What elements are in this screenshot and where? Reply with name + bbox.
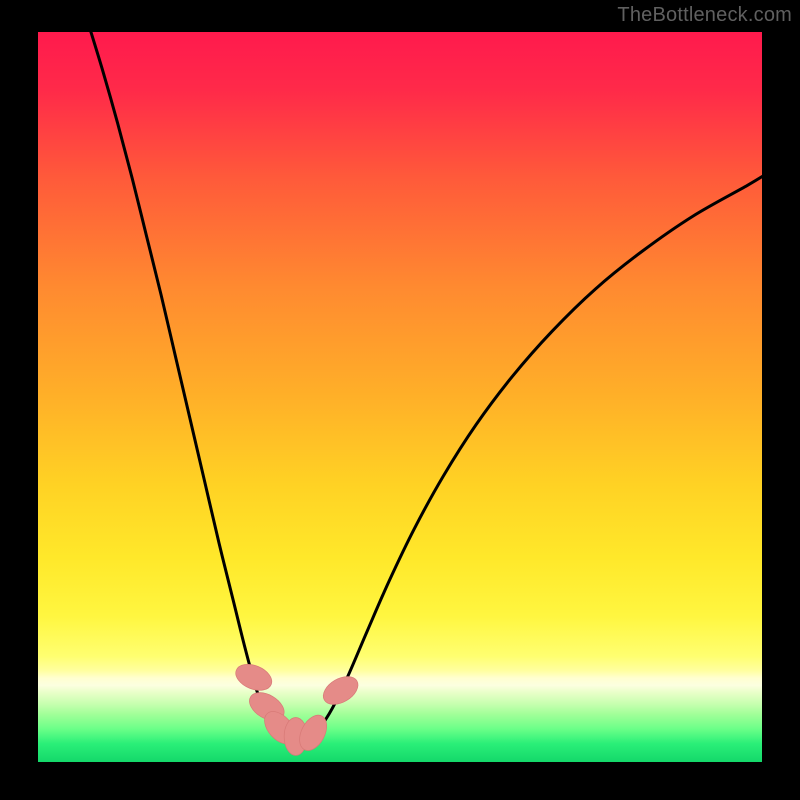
bottleneck-curve xyxy=(89,32,762,744)
data-marker xyxy=(232,659,276,695)
data-marker xyxy=(319,671,363,710)
plot-area xyxy=(38,32,762,762)
watermark-label: TheBottleneck.com xyxy=(617,4,792,27)
chart-frame: TheBottleneck.com xyxy=(0,0,800,800)
curve-layer xyxy=(38,32,762,762)
